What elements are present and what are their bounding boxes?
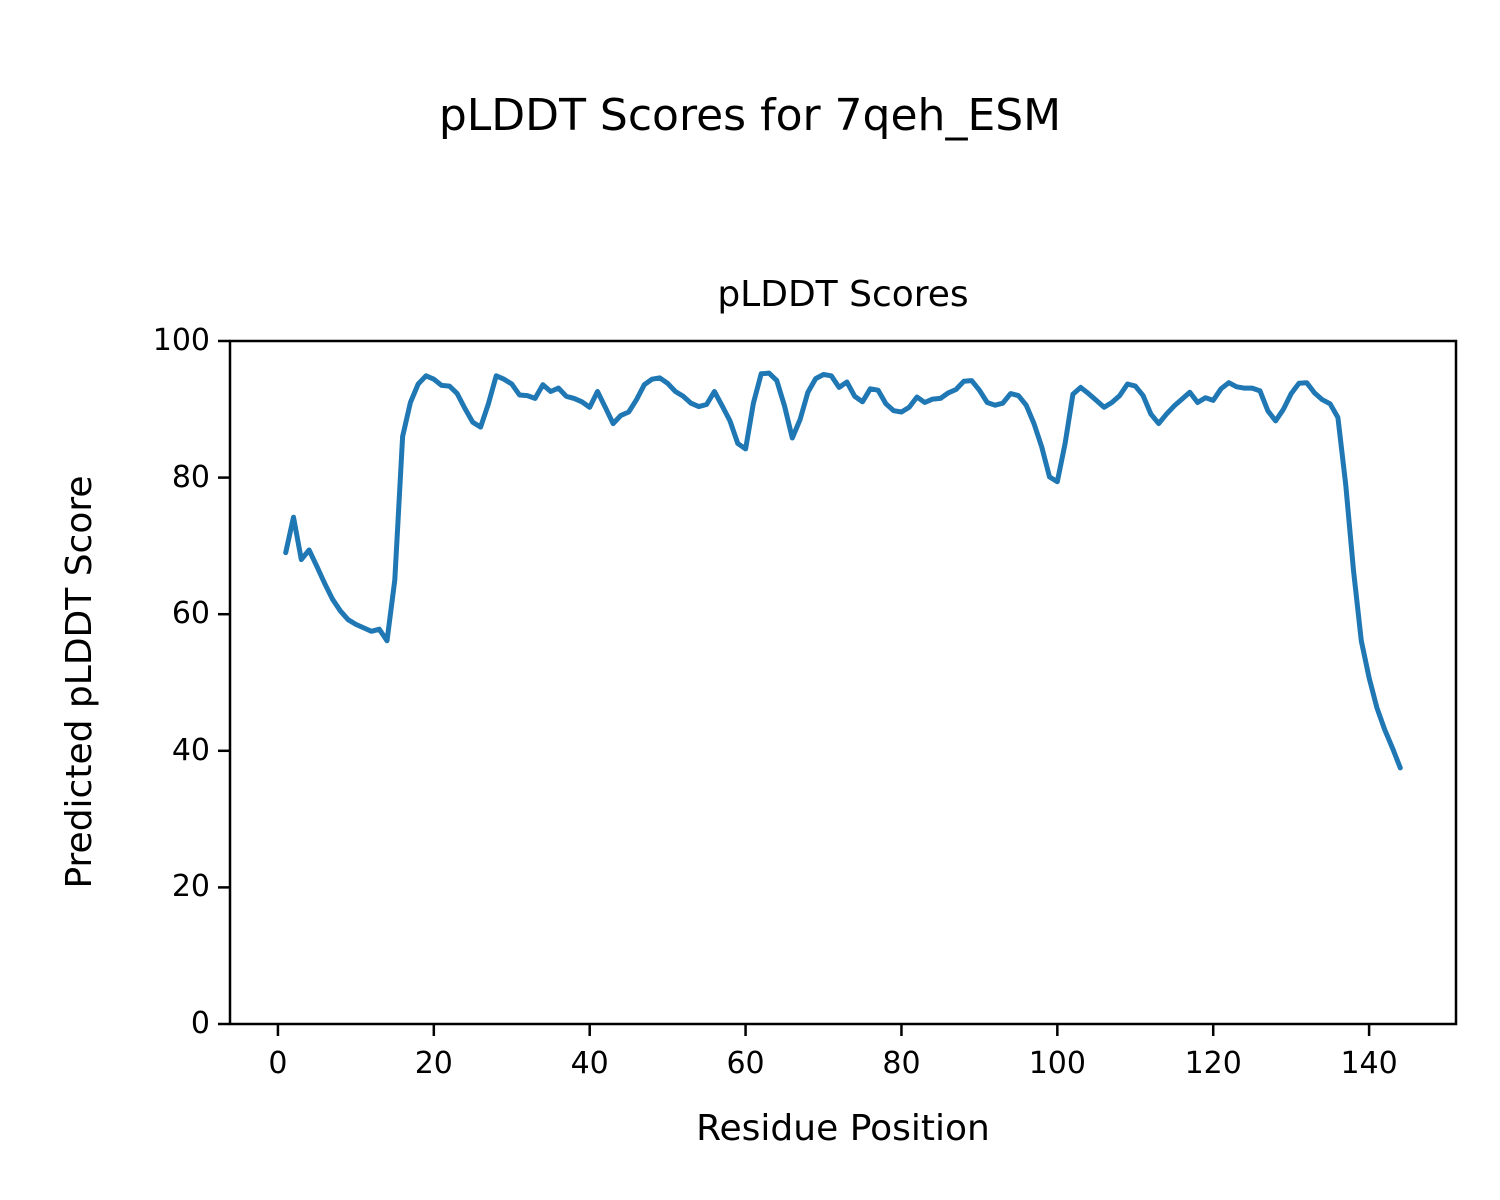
y-tick-label: 20: [171, 869, 210, 905]
y-tick-label: 80: [171, 459, 210, 495]
plddt-line: [283, 370, 1403, 771]
x-tick-label: 60: [726, 1046, 765, 1081]
x-tick-label: 100: [1028, 1046, 1086, 1081]
y-tick-label: 100: [152, 323, 210, 358]
x-tick-label: 20: [414, 1046, 453, 1081]
y-tick-label: 0: [190, 1006, 210, 1041]
x-tick-label: 80: [882, 1046, 921, 1081]
x-tick-label: 120: [1184, 1046, 1242, 1081]
x-axis-label: Residue Position: [696, 1108, 990, 1149]
figure-title: pLDDT Scores for 7qeh_ESM: [438, 90, 1062, 141]
axes-frame: [228, 339, 1458, 1026]
axes-title: pLDDT Scores: [717, 274, 969, 315]
y-tick-label: 60: [171, 596, 210, 632]
y-tick-label: 40: [171, 732, 210, 768]
x-tick-label: 140: [1340, 1046, 1398, 1081]
x-tick-label: 40: [570, 1046, 609, 1081]
x-tick-label: 0: [268, 1046, 288, 1081]
